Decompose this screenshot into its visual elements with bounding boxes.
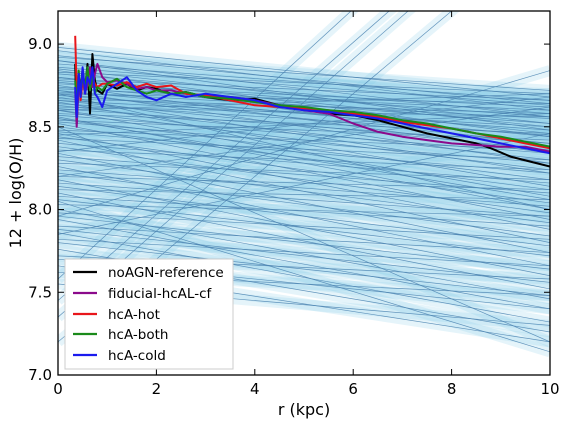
y-tick-label-7.5: 7.5 (28, 283, 52, 301)
x-tick-label-0: 0 (53, 380, 63, 398)
legend-label-noagn: noAGN-reference (108, 265, 224, 281)
gradient-line-97 (58, 11, 352, 280)
gradient-line-77 (58, 232, 550, 323)
gradient-line-38 (58, 113, 550, 134)
gradient-line-69 (58, 199, 550, 257)
gradient-line-23 (58, 91, 550, 119)
series-line-hcA-cold (74, 66, 550, 155)
gradient-line-74 (58, 219, 550, 310)
series-line-hcA-both (74, 66, 550, 148)
gradient-line-48 (58, 133, 550, 230)
gradient-line-76 (58, 229, 550, 283)
gradient-line-49 (58, 136, 550, 204)
gradient-line-75 (58, 225, 550, 253)
gradient-line-30 (58, 99, 550, 128)
gradient-line-34 (58, 106, 550, 118)
gradient-line-68 (58, 195, 550, 227)
gradient-line-71 (58, 209, 550, 300)
legend: noAGN-reference fiducial-hcAL-cf hcA-hot… (64, 258, 234, 370)
gradient-line-98 (58, 11, 409, 318)
gradient-line-7 (58, 66, 550, 106)
gradient-line-62 (58, 176, 550, 191)
gradient-line-70 (58, 204, 550, 217)
simulation-series (74, 35, 550, 168)
x-tick-label-8: 8 (447, 380, 457, 398)
x-tick-label-6: 6 (348, 380, 358, 398)
gradient-line-65 (58, 186, 550, 247)
gradient-line-46 (58, 129, 550, 151)
gradient-line-9 (58, 70, 550, 138)
tick-labels: 0 2 4 6 8 10 7.0 7.5 8.0 8.5 9.0 (28, 35, 559, 398)
gradient-line-87 (58, 118, 550, 200)
gradient-line-73 (58, 215, 550, 270)
gradient-line-36 (58, 109, 550, 197)
gradient-line-60 (58, 169, 550, 207)
gradient-line-25 (58, 93, 550, 105)
legend-label-fiducial: fiducial-hcAL-cf (108, 286, 212, 302)
legend-label-hot: hcA-hot (108, 307, 160, 323)
observed-gradient-lines (58, 11, 550, 353)
gradient-line-92 (58, 133, 550, 235)
gradient-line-52 (58, 143, 550, 184)
gradient-line-24 (58, 93, 550, 144)
gradient-line-0 (58, 47, 550, 98)
gradient-line-85 (58, 200, 550, 353)
gradient-line-10 (58, 71, 550, 95)
gradient-line-91 (58, 70, 550, 217)
y-tick-label-8: 8.0 (28, 201, 52, 219)
gradient-line-2 (58, 55, 550, 105)
legend-label-both: hcA-both (108, 327, 168, 343)
gradient-line-31 (58, 101, 550, 187)
y-tick-label-7: 7.0 (28, 366, 52, 384)
y-tick-label-9: 9.0 (28, 35, 52, 53)
gradient-line-79 (58, 242, 550, 296)
gradient-line-57 (58, 159, 550, 224)
gradient-line-93 (58, 96, 550, 152)
axis-ticks (57, 11, 551, 376)
gradient-line-90 (58, 106, 550, 177)
gradient-line-66 (58, 189, 550, 200)
y-axis-label: 12 + log(O/H) (6, 138, 25, 249)
gradient-line-54 (58, 149, 550, 171)
gradient-line-78 (58, 238, 550, 267)
x-tick-label-2: 2 (152, 380, 162, 398)
gradient-line-99 (58, 126, 550, 343)
x-tick-label-4: 4 (250, 380, 260, 398)
gradient-line-64 (58, 182, 550, 217)
gradient-line-61 (58, 172, 550, 237)
gradient-line-50 (58, 138, 550, 161)
gradient-line-1 (58, 50, 550, 111)
gradient-line-96 (58, 11, 390, 301)
y-tick-label-8.5: 8.5 (28, 118, 52, 136)
gradient-line-6 (58, 63, 550, 101)
x-axis-label: r (kpc) (278, 400, 330, 419)
gradient-line-3 (58, 56, 550, 91)
gradient-line-58 (58, 162, 550, 181)
x-tick-label-10: 10 (540, 380, 559, 398)
plot-frame (57, 10, 551, 376)
gradient-line-53 (58, 146, 550, 214)
legend-label-cold: hcA-cold (108, 348, 166, 364)
gradient-line-88 (58, 93, 550, 210)
gradient-line-45 (58, 126, 550, 191)
